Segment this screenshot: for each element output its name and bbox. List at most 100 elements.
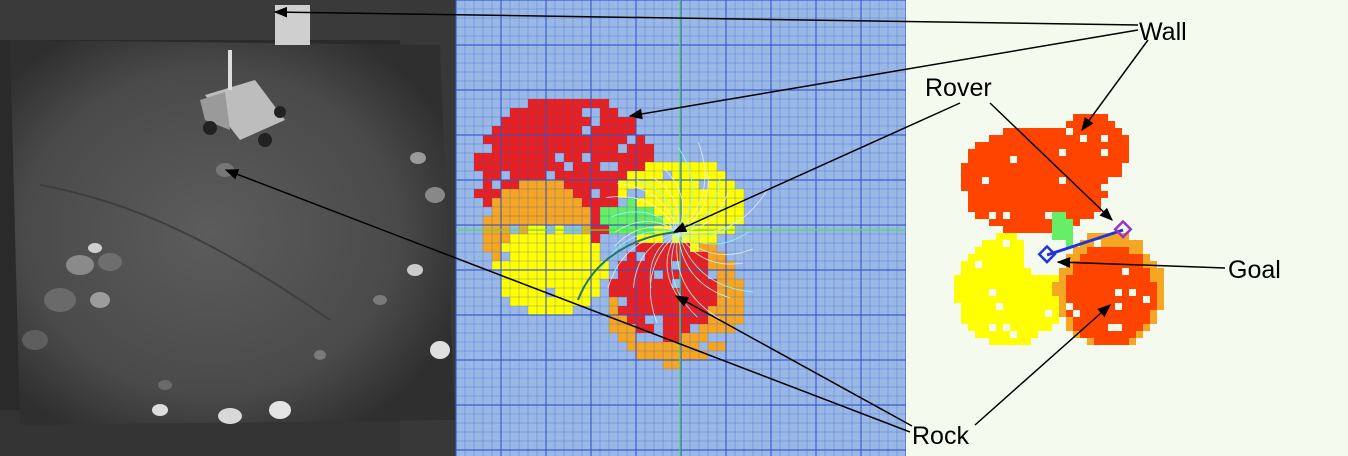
map-cell xyxy=(1115,233,1122,240)
map-cell xyxy=(1094,205,1101,212)
grid-cell xyxy=(609,297,618,306)
map-cell xyxy=(989,254,996,261)
grid-cell xyxy=(672,252,681,261)
grid-cell xyxy=(564,270,573,279)
candidate-path xyxy=(677,231,743,265)
grid-cell xyxy=(555,135,564,144)
map-cell xyxy=(1017,254,1024,261)
map-cell xyxy=(1017,184,1024,191)
grid-cell xyxy=(528,234,537,243)
grid-cell xyxy=(573,297,582,306)
grid-cell xyxy=(663,279,672,288)
grid-cell xyxy=(555,198,564,207)
grid-cell xyxy=(591,261,600,270)
map-cell xyxy=(1080,282,1087,289)
grid-cell xyxy=(573,126,582,135)
map-cell xyxy=(1108,142,1115,149)
map-cell xyxy=(954,289,961,296)
map-cell xyxy=(1059,233,1066,240)
grid-cell xyxy=(537,279,546,288)
grid-cell xyxy=(672,198,681,207)
map-cell xyxy=(1108,128,1115,135)
grid-cell xyxy=(717,180,726,189)
map-cell xyxy=(1066,156,1073,163)
map-cell xyxy=(1129,331,1136,338)
map-cell xyxy=(1003,233,1010,240)
grid-cell xyxy=(573,216,582,225)
grid-cell xyxy=(573,270,582,279)
grid-cell xyxy=(654,261,663,270)
grid-cell xyxy=(708,261,717,270)
grid-cell xyxy=(618,126,627,135)
map-cell xyxy=(996,324,1003,331)
grid-cell xyxy=(519,126,528,135)
grid-cell xyxy=(717,189,726,198)
grid-cell xyxy=(690,252,699,261)
map-cell xyxy=(1010,324,1017,331)
map-cell xyxy=(968,156,975,163)
map-cell xyxy=(996,240,1003,247)
grid-cell xyxy=(519,243,528,252)
grid-cell xyxy=(663,207,672,216)
grid-cell xyxy=(591,207,600,216)
map-cell xyxy=(1073,121,1080,128)
grid-cell xyxy=(663,315,672,324)
map-cell xyxy=(1080,254,1087,261)
grid-cell xyxy=(609,117,618,126)
grid-cell xyxy=(717,315,726,324)
map-cell xyxy=(961,275,968,282)
grid-cell xyxy=(717,306,726,315)
map-cell xyxy=(1094,184,1101,191)
grid-cell xyxy=(654,171,663,180)
grid-cell xyxy=(564,117,573,126)
map-cell xyxy=(1066,310,1073,317)
map-cell xyxy=(1017,275,1024,282)
map-cell xyxy=(982,156,989,163)
grid-cell xyxy=(573,243,582,252)
grid-cell xyxy=(717,171,726,180)
grid-cell xyxy=(681,270,690,279)
grid-cell xyxy=(672,162,681,171)
map-cell xyxy=(961,261,968,268)
map-cell xyxy=(1108,135,1115,142)
grid-cell xyxy=(618,207,627,216)
grid-cell xyxy=(537,135,546,144)
map-cell xyxy=(1143,310,1150,317)
grid-cell xyxy=(699,351,708,360)
map-cell xyxy=(1010,135,1017,142)
grid-cell xyxy=(528,252,537,261)
grid-cell xyxy=(726,261,735,270)
map-cell xyxy=(1059,275,1066,282)
map-cell xyxy=(982,289,989,296)
map-cell xyxy=(1087,268,1094,275)
grid-cell xyxy=(528,207,537,216)
grid-cell xyxy=(528,216,537,225)
map-cell xyxy=(1031,303,1038,310)
grid-cell xyxy=(600,144,609,153)
map-cell xyxy=(1101,247,1108,254)
grid-cell xyxy=(474,189,483,198)
grid-cell xyxy=(726,324,735,333)
map-cell xyxy=(1080,198,1087,205)
map-cell xyxy=(968,198,975,205)
map-cell xyxy=(961,296,968,303)
map-cell xyxy=(1052,177,1059,184)
map-cell xyxy=(1003,191,1010,198)
grid-cell xyxy=(492,252,501,261)
map-cell xyxy=(1066,177,1073,184)
map-cell xyxy=(975,163,982,170)
grid-cell xyxy=(591,198,600,207)
map-cell xyxy=(1094,317,1101,324)
map-cell xyxy=(1031,135,1038,142)
map-cell xyxy=(1024,275,1031,282)
map-cell xyxy=(1087,128,1094,135)
map-cell xyxy=(961,303,968,310)
map-cell xyxy=(982,261,989,268)
map-cell xyxy=(1003,275,1010,282)
map-cell xyxy=(1003,198,1010,205)
grid-cell xyxy=(618,216,627,225)
grid-cell xyxy=(636,297,645,306)
map-cell xyxy=(1059,184,1066,191)
map-cell xyxy=(975,331,982,338)
